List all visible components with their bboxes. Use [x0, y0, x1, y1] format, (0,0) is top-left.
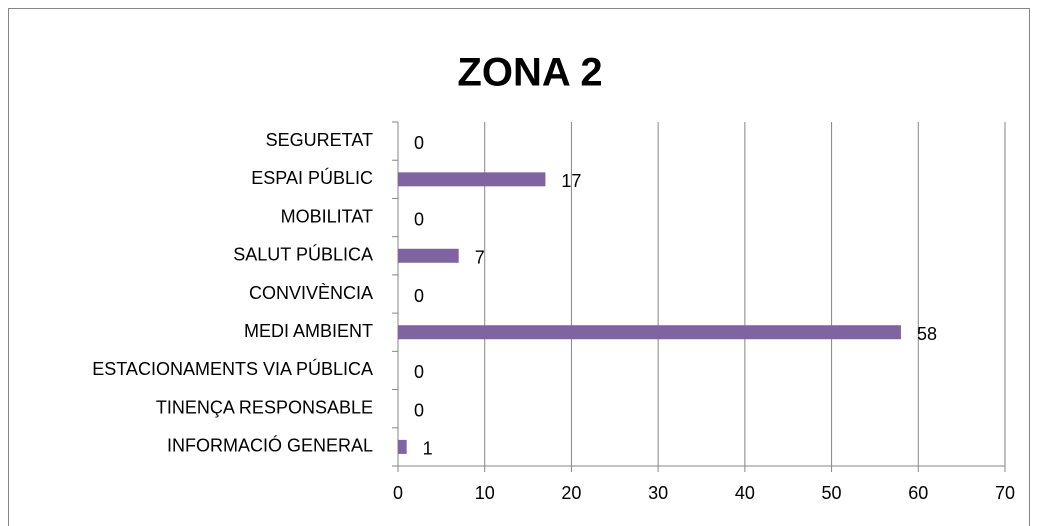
chart-frame [8, 8, 1030, 526]
y-tick-label: CONVIVÈNCIA [249, 283, 373, 303]
x-tick-label: 10 [475, 483, 495, 503]
y-tick-label: TINENÇA RESPONSABLE [156, 397, 373, 417]
y-tick-label: SALUT PÚBLICA [233, 244, 373, 265]
y-tick-label: MEDI AMBIENT [244, 321, 373, 341]
x-tick-label: 50 [822, 483, 842, 503]
data-label: 0 [414, 362, 424, 382]
data-label: 17 [561, 171, 581, 191]
bar [398, 248, 459, 263]
x-tick-label: 30 [648, 483, 668, 503]
x-tick-label: 70 [995, 483, 1015, 503]
data-label: 0 [414, 133, 424, 153]
chart-title: ZONA 2 [457, 51, 602, 95]
data-label: 7 [475, 248, 485, 268]
x-tick-label: 20 [561, 483, 581, 503]
y-tick-label: ESTACIONAMENTS VIA PÚBLICA [92, 358, 373, 379]
data-label: 0 [414, 286, 424, 306]
y-tick-label: SEGURETAT [266, 130, 373, 150]
x-tick-label: 0 [393, 483, 403, 503]
y-tick-label: ESPAI PÚBLIC [251, 167, 373, 188]
data-label: 0 [414, 209, 424, 229]
bar [398, 439, 407, 454]
x-tick-label: 60 [908, 483, 928, 503]
data-label: 1 [423, 439, 433, 459]
data-label: 58 [917, 324, 937, 344]
y-tick-label: INFORMACIÓ GENERAL [167, 435, 373, 456]
bar [398, 325, 901, 340]
y-tick-label: MOBILITAT [281, 206, 373, 226]
x-tick-label: 40 [735, 483, 755, 503]
data-label: 0 [414, 400, 424, 420]
bar [398, 172, 546, 187]
